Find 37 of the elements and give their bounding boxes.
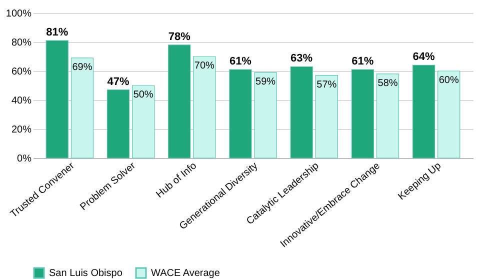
data-label: 69% [72, 62, 92, 73]
bar [254, 72, 277, 158]
data-label: 61% [352, 56, 374, 68]
bar [193, 56, 216, 158]
data-label: 60% [438, 75, 459, 86]
y-tick-label: 40% [11, 96, 32, 106]
y-tick-label: 20% [11, 124, 32, 136]
data-label: 70% [194, 60, 215, 72]
bar [438, 70, 460, 158]
x-tick-label: Hub of Info [154, 160, 200, 200]
data-label: 47% [107, 76, 130, 88]
bar [229, 69, 252, 158]
bar [70, 58, 94, 158]
bar [168, 44, 191, 158]
data-label: 58% [378, 78, 398, 89]
y-tick-label: 0% [17, 154, 32, 164]
data-label: 64% [412, 51, 436, 64]
data-label: 50% [133, 90, 154, 100]
bar [46, 40, 68, 158]
bar [412, 64, 436, 158]
data-label: 57% [316, 79, 337, 90]
data-label: 61% [229, 56, 252, 68]
legend-label: San Luis Obispo [49, 268, 123, 279]
y-tick-label: 80% [11, 38, 32, 48]
bar [351, 69, 374, 158]
legend-label: WACE Average [151, 268, 220, 279]
bar [376, 74, 400, 158]
bar [290, 66, 313, 158]
data-label: 59% [256, 76, 276, 88]
data-label: 78% [168, 30, 191, 43]
bar [315, 75, 338, 158]
bar [132, 85, 155, 158]
y-tick-label: 60% [11, 66, 32, 78]
data-label: 63% [290, 52, 313, 65]
y-tick-label: 100% [6, 8, 32, 20]
data-label: 81% [46, 26, 68, 39]
bar [106, 90, 130, 158]
